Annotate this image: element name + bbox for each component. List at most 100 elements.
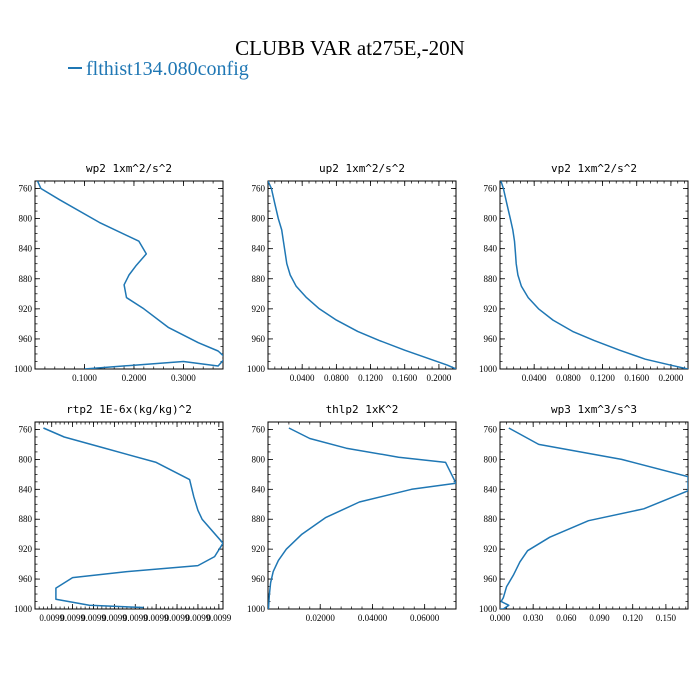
subplot-3: vp2 1xm^2/s^2 760 800 840 880 920 960 1000 0.040… <box>479 162 689 383</box>
y-tick-label: 840 <box>484 484 498 494</box>
x-tick-label: 0.0099 <box>102 613 127 623</box>
plot-frame <box>34 180 224 370</box>
y-tick-label: 960 <box>484 334 498 344</box>
plot-frame <box>267 421 457 610</box>
x-tick-label: 0.060 <box>556 613 577 623</box>
plot-frame <box>34 421 224 610</box>
legend-label: flthist134.080config <box>86 58 249 80</box>
y-tick-label: 1000 <box>14 604 33 614</box>
legend-line-swatch <box>68 67 82 70</box>
x-tick-label: 0.0099 <box>165 613 190 623</box>
x-tick-label: 0.1200 <box>590 373 615 383</box>
subplot-1: wp2 1xm^2/s^2 760 800 840 880 920 960 1000 0.100… <box>14 162 224 383</box>
x-tick-label: 0.1600 <box>392 373 417 383</box>
y-tick-label: 960 <box>19 334 33 344</box>
subplot-2: up2 1xm^2/s^2 760 800 840 880 920 960 1000 0.040… <box>247 162 457 383</box>
x-tick-label: 0.030 <box>523 613 544 623</box>
y-tick-label: 800 <box>484 214 498 224</box>
legend: flthist134.080config <box>68 58 249 81</box>
y-tick-label: 920 <box>484 544 498 554</box>
y-tick-label: 1000 <box>247 364 266 374</box>
y-tick-label: 1000 <box>247 604 266 614</box>
x-tick-label: 0.2000 <box>659 373 684 383</box>
x-tick-label: 0.0099 <box>206 613 231 623</box>
subplot-title: vp2 1xm^2/s^2 <box>551 162 637 175</box>
x-tick-label: 0.1200 <box>358 373 383 383</box>
subplot-title: up2 1xm^2/s^2 <box>319 162 405 175</box>
y-tick-label: 800 <box>484 454 498 464</box>
x-tick-label: 0.0099 <box>144 613 169 623</box>
series-line <box>500 427 688 609</box>
x-tick-label: 0.000 <box>490 613 511 623</box>
x-tick-label: 0.120 <box>623 613 644 623</box>
x-tick-label: 0.0400 <box>290 373 315 383</box>
y-tick-label: 760 <box>19 184 33 194</box>
x-tick-label: 0.1600 <box>624 373 649 383</box>
x-tick-label: 0.2000 <box>122 373 147 383</box>
y-tick-label: 840 <box>252 244 266 254</box>
y-tick-label: 800 <box>19 214 33 224</box>
series-line <box>43 427 223 609</box>
x-tick-label: 0.150 <box>656 613 677 623</box>
y-tick-label: 800 <box>19 454 33 464</box>
y-tick-label: 920 <box>252 544 266 554</box>
x-tick-label: 0.0800 <box>324 373 349 383</box>
y-tick-label: 760 <box>484 184 498 194</box>
y-tick-label: 920 <box>484 304 498 314</box>
x-tick-label: 0.0400 <box>522 373 547 383</box>
y-tick-label: 880 <box>252 274 266 284</box>
plot-frame <box>499 180 689 370</box>
y-tick-label: 1000 <box>479 364 498 374</box>
series-line <box>36 181 223 369</box>
figure-title: CLUBB VAR at275E,-20N <box>235 36 465 60</box>
y-tick-label: 880 <box>252 514 266 524</box>
y-tick-label: 920 <box>252 304 266 314</box>
subplot-6: wp3 1xm^3/s^3 760 800 840 880 920 960 10000.000… <box>479 403 689 623</box>
y-tick-label: 880 <box>484 274 498 284</box>
y-tick-label: 840 <box>19 244 33 254</box>
x-tick-label: 0.3000 <box>171 373 196 383</box>
x-tick-label: 0.0099 <box>60 613 85 623</box>
y-tick-label: 840 <box>252 484 266 494</box>
x-tick-label: 0.1000 <box>72 373 97 383</box>
x-tick-label: 0.06000 <box>410 613 440 623</box>
x-tick-label: 0.0800 <box>556 373 581 383</box>
subplot-5: thlp2 1xK^2 760 800 840 880 920 960 1000 0.02000… <box>247 403 457 623</box>
y-tick-label: 760 <box>252 424 266 434</box>
y-tick-label: 800 <box>252 214 266 224</box>
x-tick-label: 0.090 <box>589 613 610 623</box>
subplot-title: thlp2 1xK^2 <box>326 403 399 416</box>
plot-frame <box>499 421 689 610</box>
x-tick-label: 0.04000 <box>358 613 388 623</box>
y-tick-label: 880 <box>19 274 33 284</box>
plot-frame <box>267 180 457 370</box>
subplot-4: rtp2 1E-6x(kg/kg)^2 760 800 840 880 920 960 100… <box>14 403 232 623</box>
y-tick-label: 760 <box>484 424 498 434</box>
x-tick-label: 0.0099 <box>39 613 64 623</box>
subplot-title: wp2 1xm^2/s^2 <box>86 162 172 175</box>
y-tick-label: 880 <box>484 514 498 524</box>
x-tick-label: 0.0099 <box>186 613 211 623</box>
y-tick-label: 1000 <box>479 604 498 614</box>
y-tick-label: 880 <box>19 514 33 524</box>
y-tick-label: 1000 <box>14 364 33 374</box>
subplot-title: wp3 1xm^3/s^3 <box>551 403 637 416</box>
x-tick-label: 0.0099 <box>123 613 148 623</box>
y-tick-label: 920 <box>19 544 33 554</box>
y-tick-label: 840 <box>19 484 33 494</box>
y-tick-label: 960 <box>19 574 33 584</box>
y-tick-label: 920 <box>19 304 33 314</box>
y-tick-label: 960 <box>484 574 498 584</box>
series-line <box>268 181 456 369</box>
series-line <box>500 181 688 369</box>
y-tick-label: 960 <box>252 574 266 584</box>
y-tick-label: 760 <box>19 424 33 434</box>
x-tick-label: 0.2000 <box>427 373 452 383</box>
y-tick-label: 760 <box>252 184 266 194</box>
x-tick-label: 0.0099 <box>81 613 106 623</box>
y-tick-label: 960 <box>252 334 266 344</box>
series-line <box>268 427 456 609</box>
x-tick-label: 0.02000 <box>306 613 336 623</box>
y-tick-label: 840 <box>484 244 498 254</box>
